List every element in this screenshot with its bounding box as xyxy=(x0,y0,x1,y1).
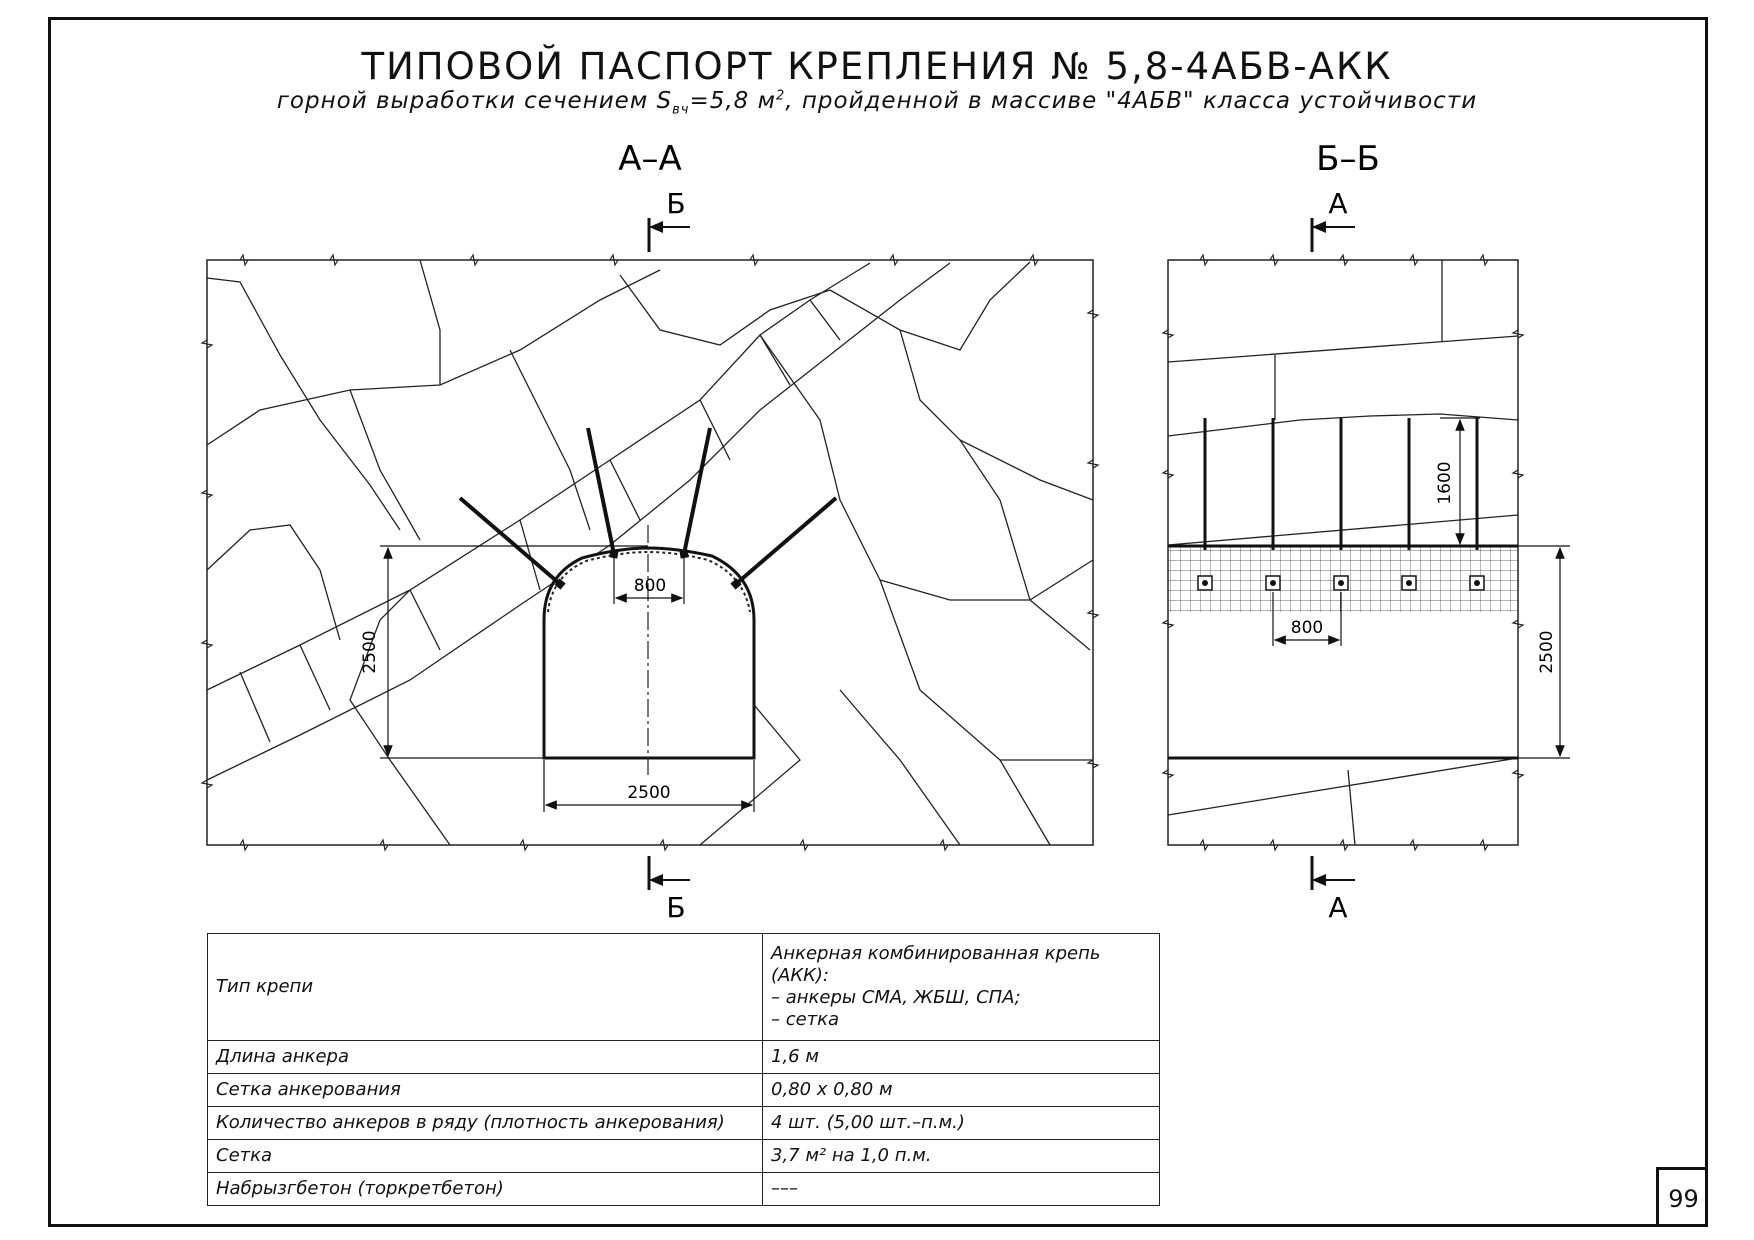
dim-aa-width: 2500 xyxy=(627,783,670,803)
cut-mark-top-bb-letter: А xyxy=(1328,187,1347,220)
cut-mark-top-bb xyxy=(1310,218,1355,252)
spec-value: ––– xyxy=(762,1172,1160,1206)
break-marks-aa xyxy=(200,253,1100,852)
anchor-aa-1 xyxy=(458,496,562,586)
excavation-fill xyxy=(544,546,754,758)
spec-value: 3,7 м² на 1,0 п.м. xyxy=(762,1139,1160,1173)
rock-fractures-aa xyxy=(206,259,1094,846)
anchor-plates-bb xyxy=(1197,575,1485,591)
cut-mark-bottom-bb xyxy=(1310,856,1355,890)
break-marks-bb xyxy=(1161,253,1525,852)
dim-bb-height: 2500 xyxy=(1537,630,1557,673)
cut-mark-bottom-aa-letter: Б xyxy=(666,891,685,924)
subtitle-middle: =5,8 м xyxy=(689,88,776,114)
anchor-aa-3 xyxy=(682,427,712,555)
spec-table: Тип крепи Анкерная комбинированная крепь… xyxy=(207,933,1160,1206)
cut-mark-top-aa xyxy=(647,218,690,252)
subtitle-sub: вч xyxy=(672,102,690,118)
spec-value: 4 шт. (5,00 шт.–п.м.) xyxy=(762,1106,1160,1140)
section-bb: Б–Б А А xyxy=(1161,139,1570,924)
drawing-frame xyxy=(48,17,1708,1227)
spec-value: 0,80 х 0,80 м xyxy=(762,1073,1160,1107)
table-row: Количество анкеров в ряду (плотность анк… xyxy=(207,1106,1160,1140)
cut-mark-bottom-bb-letter: А xyxy=(1328,891,1347,924)
page-title: ТИПОВОЙ ПАСПОРТ КРЕПЛЕНИЯ № 5,8-4АБВ-АКК xyxy=(361,45,1393,88)
spec-key: Набрызгбетон (торкретбетон) xyxy=(207,1172,763,1206)
dim-aa-height: 2500 xyxy=(360,630,380,673)
spec-key: Длина анкера xyxy=(207,1040,763,1074)
subtitle-after: , пройденной в массиве "4АБВ" класса уст… xyxy=(785,88,1478,114)
page-number: 99 xyxy=(1656,1167,1708,1227)
section-bb-label: Б–Б xyxy=(1316,139,1380,179)
spec-key: Сетка анкерования xyxy=(207,1073,763,1107)
table-row: Сетка 3,7 м² на 1,0 п.м. xyxy=(207,1139,1160,1173)
spec-key: Тип крепи xyxy=(207,933,763,1041)
anchor-plate-dots-bb xyxy=(1202,580,1480,586)
anchor-plates-aa xyxy=(554,549,742,590)
table-row: Сетка анкерования 0,80 х 0,80 м xyxy=(207,1073,1160,1107)
dimension-lines-bb xyxy=(1272,417,1570,759)
spec-key: Сетка xyxy=(207,1139,763,1173)
table-row: Тип крепи Анкерная комбинированная крепь… xyxy=(207,933,1160,1041)
dim-aa-anchor-spacing: 800 xyxy=(634,576,666,596)
arch-lining-aa xyxy=(547,550,751,613)
spec-key: Количество анкеров в ряду (плотность анк… xyxy=(207,1106,763,1140)
dimension-lines-aa xyxy=(380,545,755,812)
spec-value: 1,6 м xyxy=(762,1040,1160,1074)
page-subtitle: горной выработки сечением Sвч=5,8 м2, пр… xyxy=(0,88,1754,118)
section-aa-label: А–А xyxy=(618,139,682,179)
table-row: Набрызгбетон (торкретбетон) ––– xyxy=(207,1172,1160,1206)
spec-value: Анкерная комбинированная крепь (АКК): – … xyxy=(762,933,1160,1041)
anchors-aa xyxy=(458,427,838,586)
rock-mass-boundary-aa xyxy=(206,259,1094,846)
anchors-bb xyxy=(1203,418,1479,550)
cut-mark-bottom-aa xyxy=(647,856,690,890)
subtitle-sup: 2 xyxy=(775,88,786,104)
anchor-aa-4 xyxy=(734,496,838,586)
anchor-aa-2 xyxy=(586,427,616,555)
dim-bb-anchor-spacing: 800 xyxy=(1291,618,1323,638)
table-row: Длина анкера 1,6 м xyxy=(207,1040,1160,1074)
subtitle-before: горной выработки сечением S xyxy=(276,88,673,114)
section-aa: А–А Б Б xyxy=(200,139,1100,924)
cut-mark-top-aa-letter: Б xyxy=(666,187,685,220)
dim-bb-anchor-length: 1600 xyxy=(1435,461,1455,504)
